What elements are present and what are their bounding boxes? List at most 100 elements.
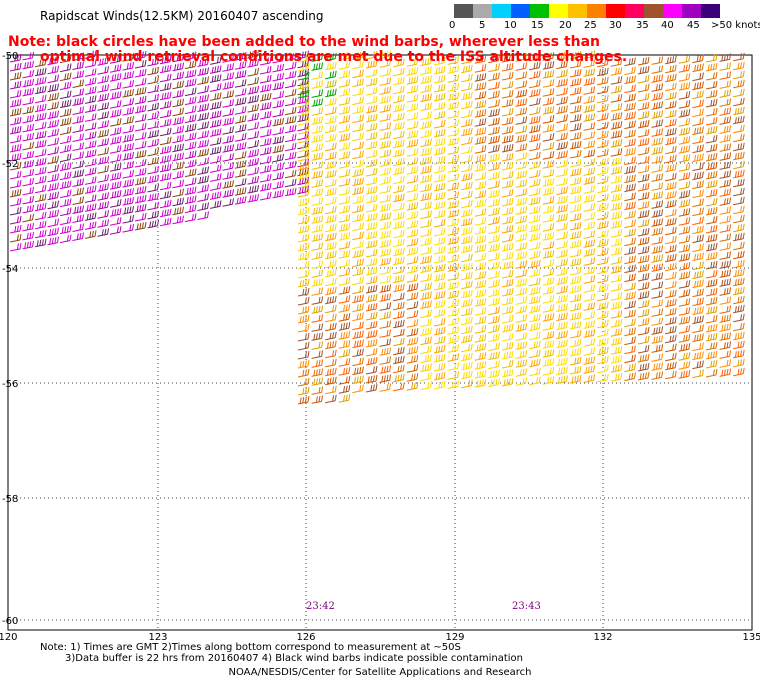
wind-barb: [406, 94, 419, 103]
wind-barb: [311, 143, 324, 152]
wind-barb: [637, 155, 650, 165]
wind-barb: [719, 215, 732, 224]
wind-barb: [447, 317, 460, 326]
wind-barb: [542, 52, 555, 61]
wind-barb: [678, 316, 691, 325]
wind-barb: [665, 199, 677, 209]
colorbar-swatch: [663, 4, 682, 18]
wind-barb: [72, 79, 84, 88]
wind-barb: [379, 113, 392, 122]
wind-barb: [311, 395, 324, 404]
wind-barb: [134, 158, 147, 168]
wind-barb: [542, 304, 555, 313]
wind-barb: [529, 358, 541, 368]
wind-barb: [259, 110, 272, 120]
wind-barb: [651, 83, 664, 92]
wind-barb: [272, 144, 284, 154]
wind-barb: [651, 155, 664, 164]
wind-barb: [515, 233, 528, 242]
wind-barb: [474, 199, 487, 208]
wind-barb: [172, 206, 184, 216]
wind-barb: [515, 125, 528, 134]
wind-barb: [47, 182, 59, 192]
wind-barb: [147, 129, 159, 139]
wind-barb: [47, 119, 59, 129]
wind-barb: [234, 178, 247, 187]
wind-barb: [84, 86, 97, 95]
wind-barb: [297, 179, 310, 189]
wind-barb: [47, 236, 59, 246]
wind-barb: [583, 311, 596, 320]
wind-barb: [461, 136, 473, 146]
wind-barb: [433, 245, 446, 255]
wind-barb: [365, 293, 378, 303]
wind-barb: [719, 71, 732, 80]
wind-barb: [610, 328, 623, 337]
wind-barb: [84, 149, 97, 158]
wind-barb: [433, 254, 446, 264]
wind-barb: [122, 197, 134, 206]
wind-barb: [172, 197, 184, 207]
wind-barb: [420, 345, 432, 355]
wind-barb: [556, 177, 568, 187]
wind-barb: [172, 62, 184, 72]
wind-barb: [733, 151, 745, 161]
wind-barb: [705, 188, 718, 198]
wind-barb: [420, 156, 432, 166]
wind-barb: [84, 176, 97, 185]
wind-barb: [705, 350, 718, 360]
wind-barb: [297, 197, 310, 207]
wind-barb: [529, 214, 541, 224]
wind-barb: [209, 74, 222, 83]
wind-barb: [197, 58, 209, 67]
wind-barb: [47, 209, 59, 219]
wind-barb: [352, 330, 364, 340]
wind-barb: [311, 386, 324, 395]
wind-barb: [338, 70, 351, 79]
wind-barb: [109, 145, 122, 154]
wind-barb: [379, 131, 392, 140]
wind-barb: [610, 202, 623, 211]
wind-barb: [488, 342, 500, 352]
wind-barb: [597, 274, 609, 284]
wind-barb: [488, 216, 500, 226]
wind-barb: [222, 117, 234, 126]
wind-barb: [47, 218, 59, 228]
wind-barb: [47, 83, 59, 93]
wind-barb: [569, 158, 582, 168]
wind-barb: [461, 217, 473, 227]
wind-barb: [222, 72, 234, 81]
wind-barb: [325, 106, 337, 116]
wind-barb: [583, 122, 596, 131]
wind-barb: [379, 203, 392, 212]
wind-barb: [147, 192, 159, 202]
colorbar-swatch: [492, 4, 511, 18]
wind-barb: [692, 126, 704, 136]
wind-barb: [365, 68, 378, 78]
wind-barb: [272, 162, 284, 172]
wind-barb: [311, 260, 324, 269]
wind-barb: [637, 200, 650, 210]
wind-barb: [488, 171, 500, 181]
wind-barb: [651, 74, 664, 83]
wind-barb: [705, 323, 718, 333]
wind-barb: [529, 286, 541, 296]
wind-barb: [569, 122, 582, 132]
wind-speed-colorbar: [454, 4, 720, 18]
wind-barb: [719, 125, 732, 134]
wind-barb: [34, 67, 47, 77]
wind-barb: [705, 107, 718, 117]
wind-barb: [338, 88, 351, 97]
wind-barb: [665, 226, 677, 236]
wind-barb: [234, 88, 247, 97]
wind-barb: [488, 225, 500, 235]
wind-barb: [474, 280, 487, 289]
wind-barb: [529, 169, 541, 179]
wind-barb: [488, 162, 500, 172]
wind-barb: [379, 338, 392, 347]
wind-barb: [515, 71, 528, 80]
wind-barb: [692, 279, 704, 289]
wind-barb: [97, 102, 109, 111]
wind-barb: [259, 74, 272, 84]
wind-barb: [59, 99, 72, 109]
